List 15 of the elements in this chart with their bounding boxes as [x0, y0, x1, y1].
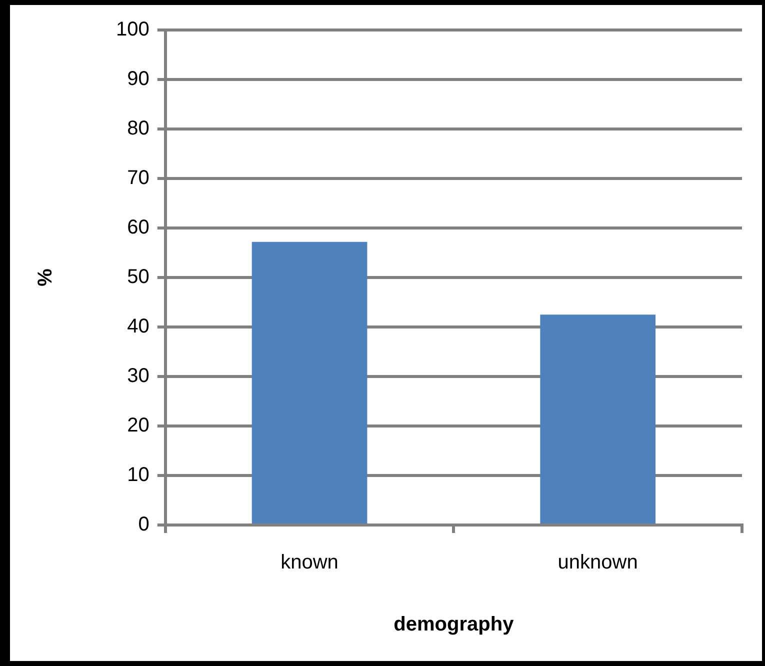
y-tick-label: 100: [116, 18, 150, 41]
x-tick-label: unknown: [558, 552, 638, 574]
y-tick-label: 60: [127, 216, 150, 239]
y-tick-label: 40: [127, 316, 150, 338]
x-axis-title: demography: [394, 614, 515, 636]
x-tick-label: known: [280, 552, 338, 574]
y-tick-label: 30: [127, 365, 150, 388]
y-tick-label: 50: [127, 266, 150, 288]
y-tick-label: 80: [127, 118, 150, 140]
y-tick-label: 90: [127, 68, 150, 90]
y-tick-label: 20: [127, 414, 150, 437]
y-axis-title: %: [34, 268, 57, 286]
y-tick-label: 0: [138, 514, 150, 536]
y-tick-label: 10: [127, 464, 150, 486]
y-tick-label: 70: [127, 167, 150, 190]
